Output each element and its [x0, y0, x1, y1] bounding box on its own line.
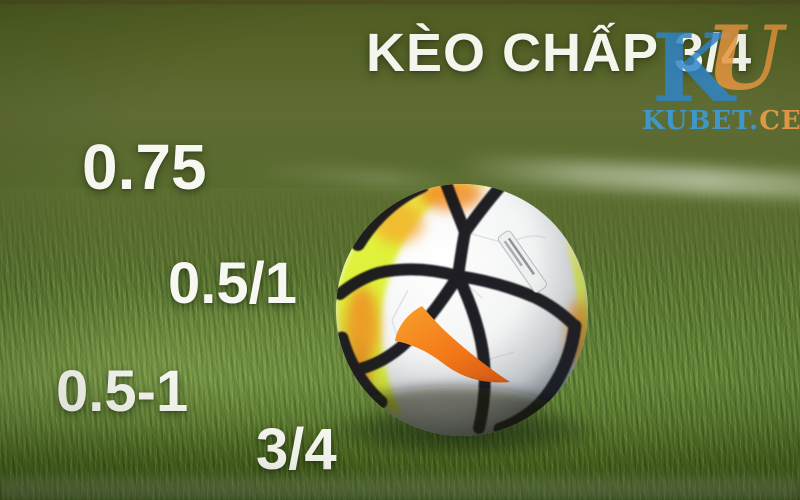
watermark-brand-blue: KUBET. [642, 106, 760, 136]
watermark-brand-orange: CEO [759, 106, 800, 136]
handicap-label: 0.5-1 [56, 359, 189, 424]
watermark-brand: KUBET.CEO [642, 106, 800, 136]
kubet-watermark: K U KUBET.CEO [630, 14, 800, 140]
handicap-label: 0.75 [82, 131, 207, 203]
handicap-label: 3/4 [256, 417, 337, 482]
watermark-monogram-k: K [652, 14, 734, 124]
page-title: KÈO CHẤP 3/4 [366, 23, 753, 83]
photo-top-edge [0, 0, 800, 4]
soccer-ball [336, 184, 588, 436]
watermark-monogram-u: U [706, 6, 783, 110]
ball-shading [336, 184, 588, 436]
foreground-blur [0, 470, 800, 500]
handicap-label: 0.5/1 [168, 251, 297, 316]
ball-contact-shadow [336, 386, 584, 436]
